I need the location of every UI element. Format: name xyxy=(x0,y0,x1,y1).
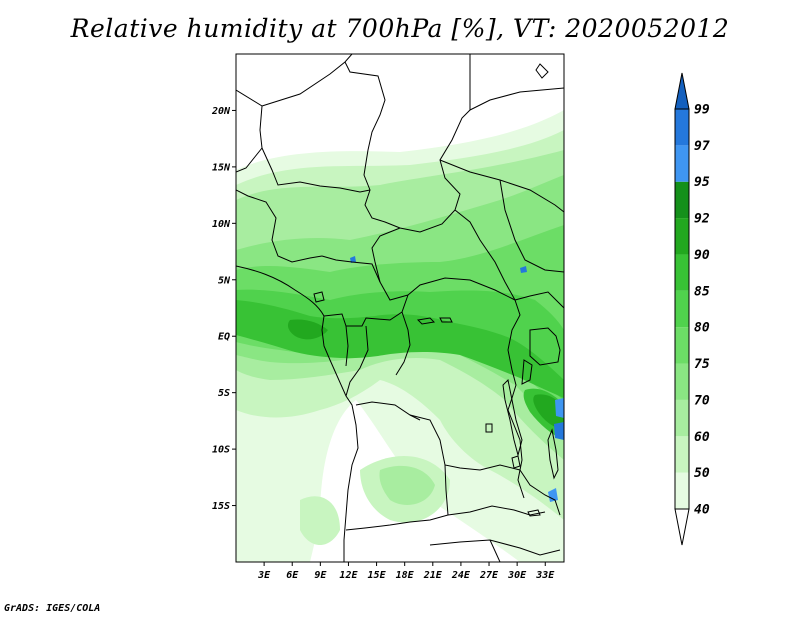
colorbar-high-triangle xyxy=(674,72,690,110)
colorbar-label: 40 xyxy=(694,503,710,518)
lon-tick-label: 3E xyxy=(257,570,271,581)
map-title: Relative humidity at 700hPa [%], VT: 202… xyxy=(70,14,730,43)
borders xyxy=(236,54,564,562)
lon-tick-label: 18E xyxy=(396,570,415,581)
colorbar-label: 80 xyxy=(694,321,710,336)
colorbar-label: 90 xyxy=(694,248,710,263)
lat-tick-label: 20N xyxy=(211,106,231,117)
colorbar-swatch xyxy=(675,254,689,291)
colorbar-low-triangle xyxy=(674,508,690,546)
lon-tick-label: 27E xyxy=(479,570,499,581)
map-frame xyxy=(235,53,565,563)
colorbar-label: 85 xyxy=(694,284,710,299)
colorbar-label: 60 xyxy=(694,430,710,445)
longitude-axis: 3E 6E 9E 12E 15E 18E 21E 24E 27E 30E 33E xyxy=(257,562,555,581)
colorbar-swatch xyxy=(675,109,689,146)
colorbar-label: 50 xyxy=(694,466,710,481)
colorbar-label: 97 xyxy=(694,139,710,154)
lon-tick-label: 12E xyxy=(339,570,358,581)
lat-tick-label: EQ xyxy=(218,332,230,343)
colorbar-frame xyxy=(674,108,690,510)
colorbar-label: 99 xyxy=(694,103,710,118)
colorbar-swatch xyxy=(675,145,689,182)
lat-tick-label: 10N xyxy=(212,219,231,230)
colorbar-swatch xyxy=(675,472,689,509)
colorbar-label: 95 xyxy=(694,175,710,190)
colorbar-swatch xyxy=(675,327,689,364)
lat-tick-label: 5N xyxy=(218,275,231,286)
lat-tick-label: 15N xyxy=(212,162,231,173)
colorbar-label: 92 xyxy=(694,212,710,227)
lon-tick-label: 15E xyxy=(368,570,387,581)
colorbar-swatch xyxy=(675,436,689,473)
colorbar-swatch xyxy=(675,290,689,328)
lon-tick-label: 30E xyxy=(507,570,527,581)
lat-tick-label: 15S xyxy=(212,501,230,512)
colorbar-swatch xyxy=(675,363,689,400)
colorbar-swatch xyxy=(675,399,689,437)
lon-tick-label: 9E xyxy=(314,570,327,581)
latitude-axis: 20N 15N 10N 5N EQ 5S 10S 15S xyxy=(211,106,236,512)
colorbar-label: 70 xyxy=(694,393,710,408)
colorbar-label: 75 xyxy=(694,357,710,372)
lat-tick-label: 10S xyxy=(212,445,230,456)
colorbar: 40 50 60 70 75 80 85 90 92 95 97 99 xyxy=(674,72,710,546)
colorbar-swatch xyxy=(675,181,689,219)
lon-tick-label: 33E xyxy=(535,570,555,581)
humidity-field xyxy=(236,110,564,562)
grads-credit: GrADS: IGES/COLA xyxy=(4,603,101,614)
lat-tick-label: 5S xyxy=(218,388,230,399)
colorbar-swatch xyxy=(675,218,689,255)
lon-tick-label: 21E xyxy=(423,570,443,581)
lon-tick-label: 24E xyxy=(451,570,471,581)
lon-tick-label: 6E xyxy=(286,570,299,581)
